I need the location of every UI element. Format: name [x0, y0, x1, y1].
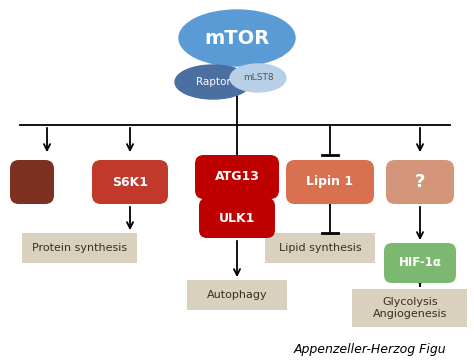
Ellipse shape [230, 64, 286, 92]
Text: ULK1: ULK1 [219, 212, 255, 224]
Ellipse shape [175, 65, 251, 99]
Text: HIF-1α: HIF-1α [399, 257, 441, 269]
Text: mLST8: mLST8 [243, 73, 273, 82]
FancyBboxPatch shape [195, 155, 279, 199]
Text: Autophagy: Autophagy [207, 290, 267, 300]
FancyBboxPatch shape [92, 160, 168, 204]
Text: Lipin 1: Lipin 1 [306, 175, 354, 188]
FancyBboxPatch shape [22, 233, 137, 263]
Text: mTOR: mTOR [204, 29, 270, 48]
FancyBboxPatch shape [353, 289, 467, 327]
Text: Glycolysis
Angiogenesis: Glycolysis Angiogenesis [373, 297, 447, 319]
FancyBboxPatch shape [286, 160, 374, 204]
Text: S6K1: S6K1 [112, 175, 148, 188]
Text: Raptor: Raptor [196, 77, 230, 87]
Text: Lipid synthesis: Lipid synthesis [279, 243, 361, 253]
Text: ?: ? [415, 173, 425, 191]
FancyBboxPatch shape [384, 243, 456, 283]
FancyBboxPatch shape [386, 160, 454, 204]
Ellipse shape [179, 10, 295, 66]
Text: Appenzeller-Herzog Figu: Appenzeller-Herzog Figu [294, 343, 447, 356]
FancyBboxPatch shape [187, 280, 287, 310]
Text: Protein synthesis: Protein synthesis [32, 243, 128, 253]
FancyBboxPatch shape [199, 198, 275, 238]
FancyBboxPatch shape [10, 160, 54, 204]
FancyBboxPatch shape [265, 233, 375, 263]
Text: ATG13: ATG13 [215, 171, 259, 184]
